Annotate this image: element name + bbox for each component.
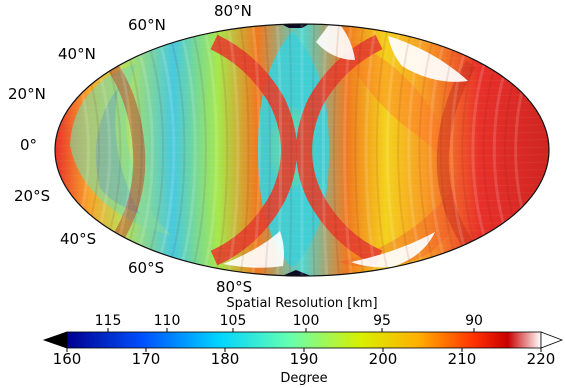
latitude-label-40n: 40°N (58, 45, 96, 63)
parallel-texture-line (55, 196, 549, 202)
meridian-stripe (428, 24, 452, 276)
meridian-stripe (275, 24, 283, 276)
bottom-tick-label-180: 180 (211, 350, 240, 368)
colorbar-bottom-ticks (66, 348, 542, 352)
south-white-patch (223, 231, 284, 268)
parallel-texture-line (55, 136, 549, 142)
colorbar-right-arrow (540, 331, 564, 349)
west-teal-lobe (70, 64, 171, 235)
colorbar: Spatial Resolution [km] 115 110 105 100 … (42, 296, 564, 386)
west-red-arc (105, 60, 146, 248)
meridian-stripe (152, 24, 176, 276)
parallel-texture-line (55, 211, 549, 217)
parallel-texture-line (55, 151, 549, 157)
east-orange-lobe-north (339, 38, 454, 171)
meridian-stripe (386, 24, 403, 276)
meridian-stripe (418, 24, 439, 276)
latitude-label-20s: 20°S (14, 187, 50, 205)
bottom-tick-label-220: 220 (527, 350, 556, 368)
meridian-stripe (407, 24, 427, 276)
meridian-stripe (375, 24, 390, 276)
latitude-label-80n: 80°N (214, 2, 252, 20)
center-left-red-arc (210, 34, 298, 266)
top-tick-label-90: 90 (465, 313, 483, 329)
top-tick-label-95: 95 (373, 313, 391, 329)
parallel-texture-line (55, 121, 549, 127)
parallel-texture-line (55, 106, 549, 112)
meridian-stripe (439, 24, 464, 276)
top-tick-label-110: 110 (154, 313, 181, 329)
east-red-arc (436, 60, 477, 248)
parallel-texture-line (55, 159, 549, 164)
meridian-stripe (214, 24, 229, 276)
parallel-texture-line (55, 84, 549, 89)
meridian-stripe (333, 24, 341, 276)
map-pattern-layer (55, 24, 549, 276)
parallel-texture-line (55, 189, 549, 194)
meridian-stripe (239, 24, 250, 276)
latitude-labels: 80°N 60°N 40°N 20°N 0° 20°S 40°S 60°S 80… (8, 2, 252, 296)
north-white-patch (316, 24, 355, 60)
meridian-stripe (343, 24, 353, 276)
colorbar-top-title: Spatial Resolution [km] (226, 296, 377, 311)
southeast-white-patch (351, 232, 435, 268)
colorbar-gradient-bar (66, 331, 542, 349)
latitude-label-20n: 20°N (8, 85, 46, 103)
parallel-texture-line (55, 114, 549, 119)
latitude-label-60s: 60°S (128, 259, 164, 277)
parallel-texture-line (55, 174, 549, 179)
colorbar-bottom-title: Degree (280, 371, 327, 386)
top-tick-label-115: 115 (95, 313, 122, 329)
meridian-stripe (321, 24, 329, 276)
colorbar-left-arrow (42, 331, 68, 349)
meridian-stripe (263, 24, 271, 276)
mollweide-map (54, 23, 550, 277)
top-tick-label-105: 105 (220, 313, 247, 329)
north-pole-black-mark (281, 24, 309, 28)
meridian-stripe (364, 24, 378, 276)
meridian-stripe (288, 24, 293, 276)
meridian-stripe (177, 24, 197, 276)
parallel-texture-line (55, 99, 549, 104)
parallel-texture-line (55, 219, 549, 224)
latitude-label-60n: 60°N (128, 16, 166, 34)
parallel-texture-line (55, 76, 549, 82)
bottom-tick-label-200: 200 (369, 350, 398, 368)
meridian-stripe (251, 24, 261, 276)
meridian-stripe (354, 24, 365, 276)
bottom-tick-label-190: 190 (290, 350, 319, 368)
meridian-stripe (140, 24, 165, 276)
colorbar-top-ticks (107, 328, 475, 332)
center-right-red-arc (295, 34, 383, 266)
bottom-tick-label-160: 160 (53, 350, 82, 368)
west-blue-streaks (95, 88, 140, 214)
parallel-texture-line (55, 144, 549, 149)
bottom-tick-label-210: 210 (448, 350, 477, 368)
parallel-texture-line (55, 181, 549, 187)
parallel-texture-line (55, 166, 549, 172)
parallel-texture-line (55, 91, 549, 97)
meridian-stripe (397, 24, 415, 276)
parallel-texture-line (55, 129, 549, 134)
map-outline (54, 23, 550, 277)
latitude-label-40s: 40°S (60, 230, 96, 248)
south-pole-black-mark (282, 270, 311, 276)
latitude-label-0: 0° (20, 136, 37, 154)
meridian-stripe (311, 24, 316, 276)
meridian-stripe (165, 24, 186, 276)
bottom-tick-label-170: 170 (132, 350, 161, 368)
latitude-label-80s: 80°S (216, 278, 252, 296)
meridian-stripe (201, 24, 218, 276)
parallel-texture-line (55, 204, 549, 209)
meridian-stripe (226, 24, 240, 276)
northeast-white-patch (388, 36, 468, 82)
east-orange-lobe-south (339, 161, 467, 268)
top-tick-label-100: 100 (293, 313, 320, 329)
meridian-stripe (189, 24, 207, 276)
